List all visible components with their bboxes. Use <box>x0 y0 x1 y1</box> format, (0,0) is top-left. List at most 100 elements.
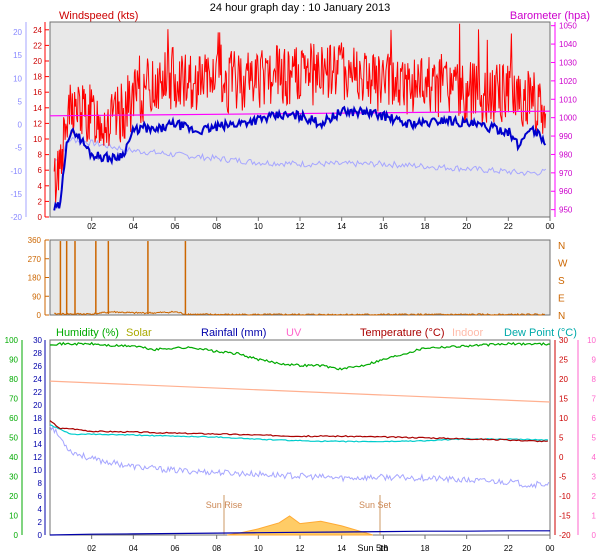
humidity-tick-label: 0 <box>14 531 19 540</box>
humidity-tick-label: 70 <box>9 395 18 404</box>
rainfall-tick-label: 26 <box>33 362 42 371</box>
compass-tick-label: S <box>558 276 565 287</box>
rainfall-tick-label: 4 <box>38 505 43 514</box>
wind-temp-tick-label: 0 <box>18 121 23 130</box>
legend-indoor: Indoor <box>452 327 484 339</box>
uv-tick-label: 5 <box>592 434 597 443</box>
temperature-tick-label: -15 <box>559 512 571 521</box>
legend-temperature: Temperature (°C) <box>360 327 444 339</box>
wind-direction-series-line <box>54 310 546 316</box>
legend-solar: Solar <box>126 327 152 339</box>
wind-tick-label: 6 <box>38 166 43 175</box>
legend-humidity: Humidity (%) <box>56 327 119 339</box>
wind-temp-tick-label: -5 <box>15 144 23 153</box>
direction-tick-label: 180 <box>28 274 42 283</box>
baro-tick-label: 1010 <box>559 95 577 104</box>
direction-panel-plot <box>49 239 551 316</box>
wind-tick-label: 18 <box>33 73 42 82</box>
uv-tick-label: 0 <box>592 531 597 540</box>
temperature-series-line <box>49 420 548 443</box>
direction-tick-label: 360 <box>28 236 42 245</box>
compass-tick-label: W <box>558 259 568 270</box>
secondary-temp-series-line <box>49 425 550 490</box>
wind-tick-label: 10 <box>33 135 42 144</box>
uv-tick-label: 3 <box>592 473 597 482</box>
temperature-tick-label: -20 <box>559 531 571 540</box>
rainfall-tick-label: 12 <box>33 453 42 462</box>
sunrise-label: Sun Rise <box>206 500 243 510</box>
wind-temp-tick-label: -15 <box>10 190 22 199</box>
humidity-tick-label: 90 <box>9 356 18 365</box>
wind-temp-tick-label: 20 <box>13 28 22 37</box>
wind-x-tick-label: 08 <box>212 222 221 231</box>
humidity-panel-plot <box>49 339 551 536</box>
uv-tick-label: 10 <box>587 336 596 345</box>
wind-temp-tick-label: 15 <box>13 51 22 60</box>
humidity-tick-label: 20 <box>9 492 18 501</box>
humidity-x-tick-label: 18 <box>421 544 430 553</box>
baro-tick-label: 1050 <box>559 22 577 31</box>
baro-tick-label: 970 <box>559 169 573 178</box>
temperature-tick-label: -10 <box>559 492 571 501</box>
secondary-series-line <box>53 136 547 177</box>
temperature-tick-label: 25 <box>559 356 568 365</box>
sunset-label: Sun Set <box>359 500 392 510</box>
wind-tick-label: 14 <box>33 104 42 113</box>
baro-tick-label: 1040 <box>559 40 577 49</box>
temperature-tick-label: -5 <box>559 473 567 482</box>
legend-dewpoint: Dew Point (°C) <box>504 327 577 339</box>
humidity-x-tick-label: 02 <box>87 544 96 553</box>
humidity-x-tick-label: 12 <box>296 544 305 553</box>
wind-tick-label: 20 <box>33 57 42 66</box>
compass-tick-label: E <box>558 294 565 305</box>
rainfall-tick-label: 8 <box>38 479 43 488</box>
direction-tick-label: 0 <box>37 311 42 320</box>
legend-rainfall: Rainfall (mm) <box>201 327 266 339</box>
temperature-tick-label: 0 <box>559 453 564 462</box>
compass-tick-label: N <box>558 241 565 252</box>
humidity-x-tick-label: 22 <box>504 544 513 553</box>
wind-x-tick-label: 04 <box>129 222 138 231</box>
wind-x-tick-label: 06 <box>171 222 180 231</box>
wind-x-tick-label: 00 <box>546 222 555 231</box>
average-wind-series-line <box>53 105 547 211</box>
wind-tick-label: 8 <box>38 151 43 160</box>
wind-x-tick-label: 18 <box>421 222 430 231</box>
baro-tick-label: 990 <box>559 132 573 141</box>
rainfall-tick-label: 28 <box>33 349 42 358</box>
wind-x-tick-label: 12 <box>296 222 305 231</box>
wind-x-tick-label: 02 <box>87 222 96 231</box>
humidity-x-tick-label: 10 <box>254 544 263 553</box>
wind-tick-label: 12 <box>33 119 42 128</box>
baro-tick-label: 1030 <box>559 58 577 67</box>
wind-tick-label: 16 <box>33 88 42 97</box>
uv-tick-label: 6 <box>592 414 597 423</box>
sun5th-label: Sun 5th <box>357 543 388 553</box>
wind-temp-tick-label: -20 <box>10 213 22 222</box>
wind-temp-tick-label: -10 <box>10 167 22 176</box>
wind-x-tick-label: 14 <box>337 222 346 231</box>
direction-tick-label: 270 <box>28 255 42 264</box>
humidity-tick-label: 50 <box>9 434 18 443</box>
wind-tick-label: 4 <box>38 182 43 191</box>
uv-tick-label: 1 <box>592 512 597 521</box>
humidity-tick-label: 100 <box>5 336 19 345</box>
temperature-tick-label: 10 <box>559 414 568 423</box>
direction-tick-label: 90 <box>32 292 41 301</box>
wind-tick-label: 22 <box>33 41 42 50</box>
rainfall-series-line <box>49 530 550 536</box>
rainfall-tick-label: 18 <box>33 414 42 423</box>
wind-tick-label: 2 <box>38 197 43 206</box>
barometer-series-line <box>49 110 551 117</box>
uv-tick-label: 9 <box>592 356 597 365</box>
wind-tick-label: 24 <box>33 26 42 35</box>
humidity-series-line <box>49 341 551 371</box>
wind-x-tick-label: 16 <box>379 222 388 231</box>
wind-tick-label: 0 <box>38 213 43 222</box>
humidity-x-tick-label: 16 <box>379 544 388 553</box>
humidity-x-tick-label: 08 <box>212 544 221 553</box>
rainfall-tick-label: 14 <box>33 440 42 449</box>
gust-series-line <box>53 23 547 203</box>
humidity-tick-label: 60 <box>9 414 18 423</box>
baro-tick-label: 1020 <box>559 77 577 86</box>
